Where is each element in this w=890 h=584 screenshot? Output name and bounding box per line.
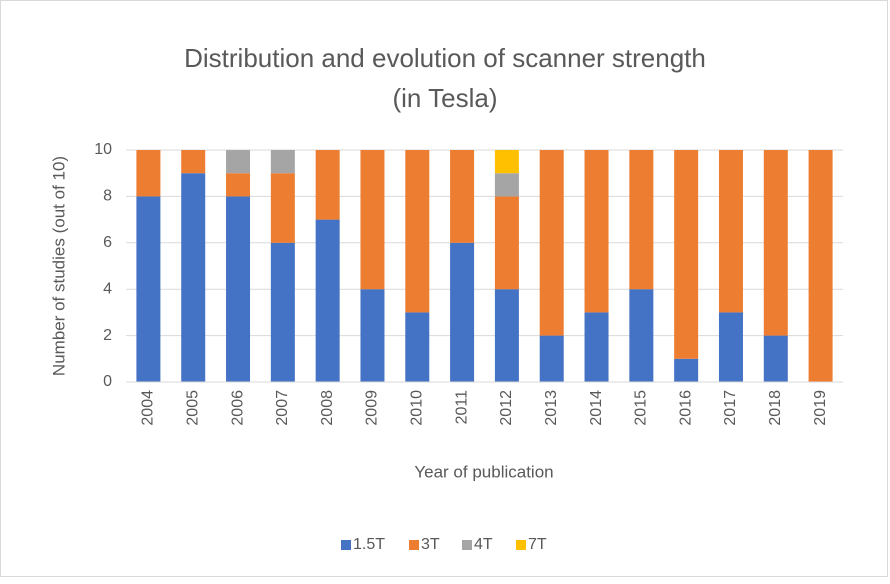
x-tick-label: 2018: [767, 390, 784, 426]
y-tick-label: 4: [103, 280, 112, 297]
x-tick-label: 2019: [812, 390, 829, 426]
bar-segment: [808, 150, 833, 382]
bar-segment: [494, 289, 519, 382]
bar-segment: [405, 150, 430, 313]
bar-segment: [270, 150, 295, 174]
bar-segment: [539, 150, 564, 336]
bar-segment: [494, 173, 519, 197]
bar-segment: [539, 335, 564, 382]
x-axis-label: Year of publication: [414, 462, 553, 481]
y-tick-label: 10: [94, 141, 112, 158]
legend-swatch: [409, 540, 419, 550]
bar-segment: [136, 196, 161, 382]
chart-title: Distribution and evolution of scanner st…: [184, 43, 706, 73]
y-tick-label: 2: [103, 327, 112, 344]
x-tick-label: 2013: [543, 390, 560, 426]
x-tick-label: 2010: [409, 390, 426, 426]
legend-swatch: [462, 540, 472, 550]
bar-segment: [270, 173, 295, 243]
bar-segment: [450, 150, 475, 243]
bar-segment: [226, 196, 251, 382]
x-tick-label: 2015: [633, 390, 650, 426]
legend-label: 7T: [528, 536, 547, 553]
bar-segment: [718, 312, 743, 382]
x-tick-label: 2008: [319, 390, 336, 426]
bar-segment: [494, 196, 519, 290]
x-tick-label: 2006: [229, 390, 246, 426]
bar-segment: [763, 150, 788, 336]
bar-segment: [181, 173, 206, 382]
x-tick-label: 2005: [184, 390, 201, 426]
y-tick-label: 0: [103, 373, 112, 390]
bar-segment: [629, 150, 654, 290]
bar-segment: [674, 358, 699, 382]
bar-segment: [360, 289, 385, 382]
chart-title: (in Tesla): [392, 83, 497, 113]
bar-segment: [405, 312, 430, 382]
bar-segment: [226, 173, 251, 197]
x-tick-label: 2011: [453, 390, 470, 425]
bar-segment: [674, 150, 699, 359]
legend-swatch: [341, 540, 351, 550]
bar-segment: [450, 242, 475, 382]
y-tick-label: 8: [103, 188, 112, 205]
bar-segment: [270, 242, 295, 382]
bar-segment: [360, 150, 385, 290]
legend-label: 1.5T: [353, 536, 385, 553]
x-tick-label: 2014: [588, 390, 605, 426]
bar-segment: [226, 150, 251, 174]
bar-segment: [629, 289, 654, 382]
x-tick-label: 2004: [140, 390, 157, 426]
bar-segment: [494, 150, 519, 174]
x-tick-label: 2007: [274, 390, 291, 426]
legend-swatch: [516, 540, 526, 550]
x-tick-label: 2012: [498, 390, 515, 426]
bar-segment: [763, 335, 788, 382]
legend-label: 4T: [474, 536, 493, 553]
bar-segment: [718, 150, 743, 313]
bar-segment: [315, 219, 340, 382]
bar-segment: [136, 150, 161, 197]
x-tick-label: 2017: [722, 390, 739, 426]
legend-label: 3T: [421, 536, 440, 553]
bar-segment: [584, 312, 609, 382]
bar-segment: [315, 150, 340, 220]
y-tick-label: 6: [103, 234, 112, 251]
y-axis-label: Number of studies (out of 10): [49, 156, 68, 376]
x-tick-label: 2009: [364, 390, 381, 426]
x-tick-label: 2016: [677, 390, 694, 426]
bar-segment: [584, 150, 609, 313]
bar-segment: [181, 150, 206, 174]
